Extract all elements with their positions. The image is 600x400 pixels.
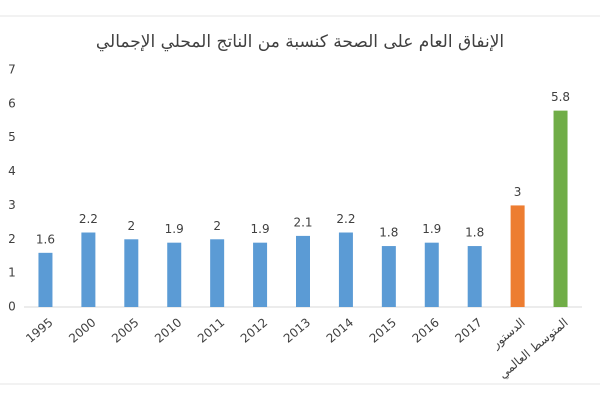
- x-tick-label: 2011: [195, 315, 227, 345]
- bar: [81, 232, 96, 307]
- data-label: 5.8: [551, 90, 570, 104]
- data-label: 2: [127, 219, 135, 233]
- data-label: 2: [213, 219, 221, 233]
- x-tick-label: الدستور: [488, 315, 528, 352]
- bar: [424, 242, 439, 307]
- x-tick-label: 2013: [281, 315, 313, 345]
- bar: [253, 242, 268, 307]
- data-label: 1.9: [251, 222, 270, 236]
- x-tick-label: 2014: [324, 315, 356, 345]
- y-tick-label: 4: [8, 164, 16, 178]
- y-tick-label: 0: [8, 300, 16, 314]
- bar: [381, 246, 396, 307]
- data-label: 1.8: [379, 226, 398, 240]
- x-tick-label: 2012: [238, 315, 270, 345]
- x-tick-label: 2017: [452, 315, 484, 345]
- data-label: 2.2: [79, 212, 98, 226]
- y-tick-label: 6: [8, 96, 16, 110]
- x-tick-label: 2000: [66, 315, 98, 345]
- chart-title: الإنفاق العام على الصحة كنسبة من الناتج …: [96, 32, 504, 52]
- bar: [553, 110, 568, 307]
- bar: [296, 235, 310, 307]
- data-label: 2.1: [293, 215, 312, 229]
- bar: [467, 246, 482, 307]
- bar: [210, 239, 225, 307]
- x-tick-label: 2005: [109, 315, 141, 345]
- bar: [38, 252, 53, 307]
- x-tick-label: 2015: [367, 315, 399, 345]
- bar: [338, 232, 353, 307]
- x-tick-label: 1995: [23, 315, 55, 345]
- y-tick-label: 7: [8, 63, 16, 77]
- y-tick-label: 2: [8, 232, 16, 246]
- data-label: 1.8: [465, 226, 484, 240]
- bar: [510, 205, 525, 307]
- data-label: 1.9: [422, 222, 441, 236]
- y-tick-label: 5: [8, 130, 16, 144]
- x-tick-label: 2016: [410, 315, 442, 345]
- data-label: 2.2: [336, 212, 355, 226]
- data-label: 1.6: [36, 232, 55, 246]
- bar: [124, 239, 139, 307]
- bar: [167, 242, 182, 307]
- y-tick-label: 3: [8, 198, 16, 212]
- data-label: 1.9: [165, 222, 184, 236]
- data-label: 3: [514, 185, 522, 199]
- y-tick-label: 1: [8, 266, 16, 280]
- x-tick-label: 2010: [152, 315, 184, 345]
